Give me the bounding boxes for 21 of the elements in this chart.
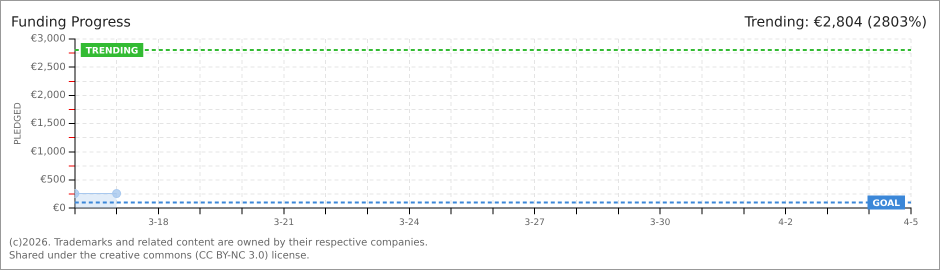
text: Shared under the creative commons (CC BY-NC 3.0) license.: [9, 250, 310, 262]
ref-line-label: TRENDING: [86, 46, 138, 56]
y-tick-label: €0: [53, 202, 66, 214]
y-tick-label: €500: [40, 174, 66, 186]
x-tick-label: 4-5: [904, 218, 918, 228]
x-tick-label: 3-24: [399, 218, 420, 228]
chart-subtitle: Trending: €2,804 (2803%): [744, 14, 927, 31]
x-tick-label: 4-2: [778, 218, 793, 228]
x-tick-label: 3-21: [274, 218, 294, 228]
text: (c)2026. Trademarks and related content are owned by their respective companies.: [9, 238, 428, 249]
chart-title: Funding Progress: [11, 14, 131, 31]
y-tick-label: €1,000: [30, 146, 66, 158]
y-tick-label: €1,500: [30, 118, 66, 130]
ref-line-label: GOAL: [872, 198, 900, 209]
y-axis-title: PLEDGED: [14, 102, 24, 145]
x-tick-label: 3-30: [650, 218, 671, 228]
y-tick-label: €3,000: [30, 34, 66, 45]
y-tick-label: €2,500: [30, 62, 66, 73]
y-tick-label: €2,000: [30, 90, 66, 101]
x-tick-label: 3-18: [148, 218, 169, 228]
x-tick-label: 3-27: [524, 218, 545, 228]
